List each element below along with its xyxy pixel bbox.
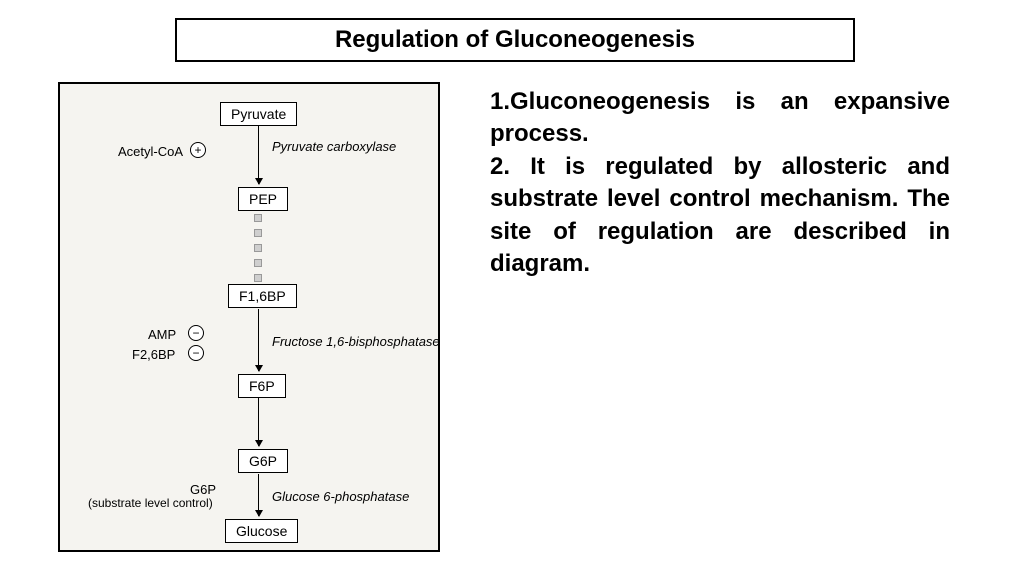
arrow-3 <box>258 474 259 516</box>
regulator-label-0: Acetyl-CoA <box>118 144 183 159</box>
page-title: Regulation of Gluconeogenesis <box>175 18 855 62</box>
enzyme-label-0: Pyruvate carboxylase <box>272 139 396 154</box>
gluconeogenesis-diagram: Pyruvate PEP F1,6BP F6P G6P Glucose Pyruvate c… <box>58 82 440 552</box>
description-text: 1.Gluconeogenesis is an expansive proces… <box>490 86 950 280</box>
node-g6p: G6P <box>238 449 288 473</box>
node-f6p: F6P <box>238 374 286 398</box>
intermediate-step-2 <box>254 244 262 252</box>
arrow-1 <box>258 309 259 371</box>
regulator-label-3: G6P <box>190 482 216 497</box>
intermediate-step-4 <box>254 274 262 282</box>
intermediate-step-3 <box>254 259 262 267</box>
regulator-sign-0: + <box>190 142 206 158</box>
description-line-1: 1.Gluconeogenesis is an expansive proces… <box>490 88 950 147</box>
enzyme-label-1: Fructose 1,6-bisphosphatase <box>272 334 440 349</box>
regulator-sign-1: − <box>188 325 204 341</box>
intermediate-step-0 <box>254 214 262 222</box>
arrow-0 <box>258 126 259 184</box>
extra-label-0: (substrate level control) <box>88 496 213 510</box>
node-f16bp: F1,6BP <box>228 284 297 308</box>
node-glucose: Glucose <box>225 519 298 543</box>
node-pyruvate: Pyruvate <box>220 102 297 126</box>
intermediate-step-1 <box>254 229 262 237</box>
node-pep: PEP <box>238 187 288 211</box>
arrow-2 <box>258 398 259 446</box>
regulator-label-1: AMP <box>148 327 176 342</box>
regulator-label-2: F2,6BP <box>132 347 175 362</box>
regulator-sign-2: − <box>188 345 204 361</box>
description-line-2: 2. It is regulated by allosteric and sub… <box>490 153 950 277</box>
enzyme-label-2: Glucose 6-phosphatase <box>272 489 409 504</box>
